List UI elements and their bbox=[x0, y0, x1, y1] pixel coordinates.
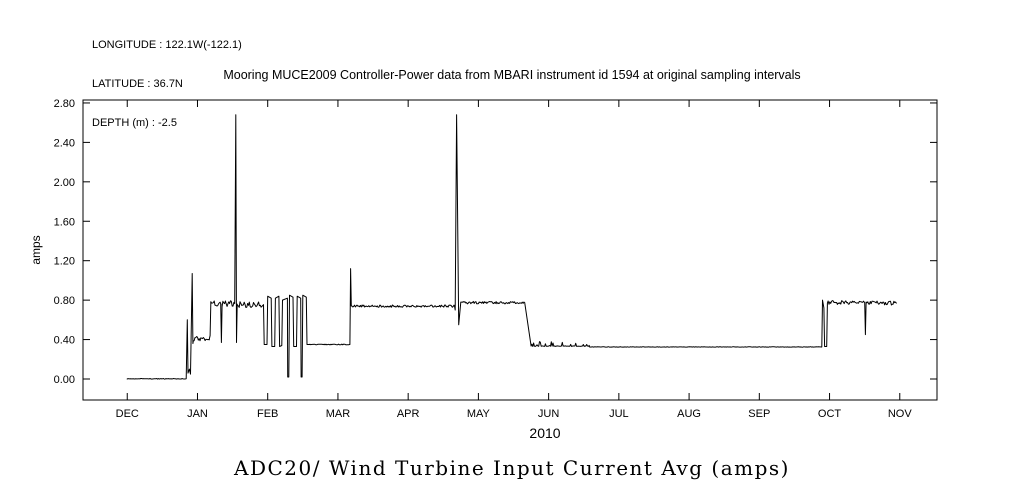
x-tick-label: APR bbox=[397, 408, 420, 420]
y-tick-label: 1.20 bbox=[54, 256, 75, 268]
x-tick-label: JUL bbox=[609, 408, 629, 420]
y-tick-label: 2.40 bbox=[54, 137, 75, 149]
y-tick-label: 0.40 bbox=[54, 335, 75, 347]
y-axis-labels: 0.00 0.40 0.80 1.20 1.60 2.00 2.40 2.80 bbox=[54, 98, 75, 386]
x-tick-label: MAY bbox=[467, 408, 491, 420]
x-tick-label: FEB bbox=[257, 408, 278, 420]
metadata-header: LONGITUDE : 122.1W(-122.1) LATITUDE : 36… bbox=[92, 13, 242, 156]
x-tick-label: NOV bbox=[888, 408, 913, 420]
y-tick-label: 2.00 bbox=[54, 177, 75, 189]
x-tick-label: OCT bbox=[818, 408, 842, 420]
longitude-label: LONGITUDE : 122.1W(-122.1) bbox=[92, 39, 242, 51]
x-axis-ticks bbox=[126, 100, 901, 400]
y-tick-label: 2.80 bbox=[54, 98, 75, 110]
y-tick-label: 1.60 bbox=[54, 216, 75, 228]
x-tick-label: JAN bbox=[187, 408, 208, 420]
x-tick-label: JUN bbox=[538, 408, 559, 420]
x-tick-label: AUG bbox=[677, 408, 701, 420]
y-tick-label: 0.80 bbox=[54, 295, 75, 307]
x-axis-labels: DEC JAN FEB MAR APR MAY JUN JUL AUG SEP OCT NOV bbox=[116, 408, 913, 420]
y-axis-title: amps bbox=[29, 235, 43, 264]
year-label: 2010 bbox=[529, 425, 560, 441]
x-tick-label: DEC bbox=[116, 408, 139, 420]
y-axis-ticks bbox=[83, 102, 937, 380]
x-tick-label: MAR bbox=[326, 408, 351, 420]
x-tick-label: SEP bbox=[748, 408, 770, 420]
depth-label: DEPTH (m) : -2.5 bbox=[92, 117, 177, 129]
plot-frame bbox=[82, 99, 938, 401]
figure-title: ADC20/ Wind Turbine Input Current Avg (a… bbox=[233, 456, 790, 480]
chart-title: Mooring MUCE2009 Controller-Power data f… bbox=[223, 68, 800, 82]
data-series-line bbox=[126, 114, 897, 380]
latitude-label: LATITUDE : 36.7N bbox=[92, 78, 183, 90]
y-tick-label: 0.00 bbox=[54, 374, 75, 386]
